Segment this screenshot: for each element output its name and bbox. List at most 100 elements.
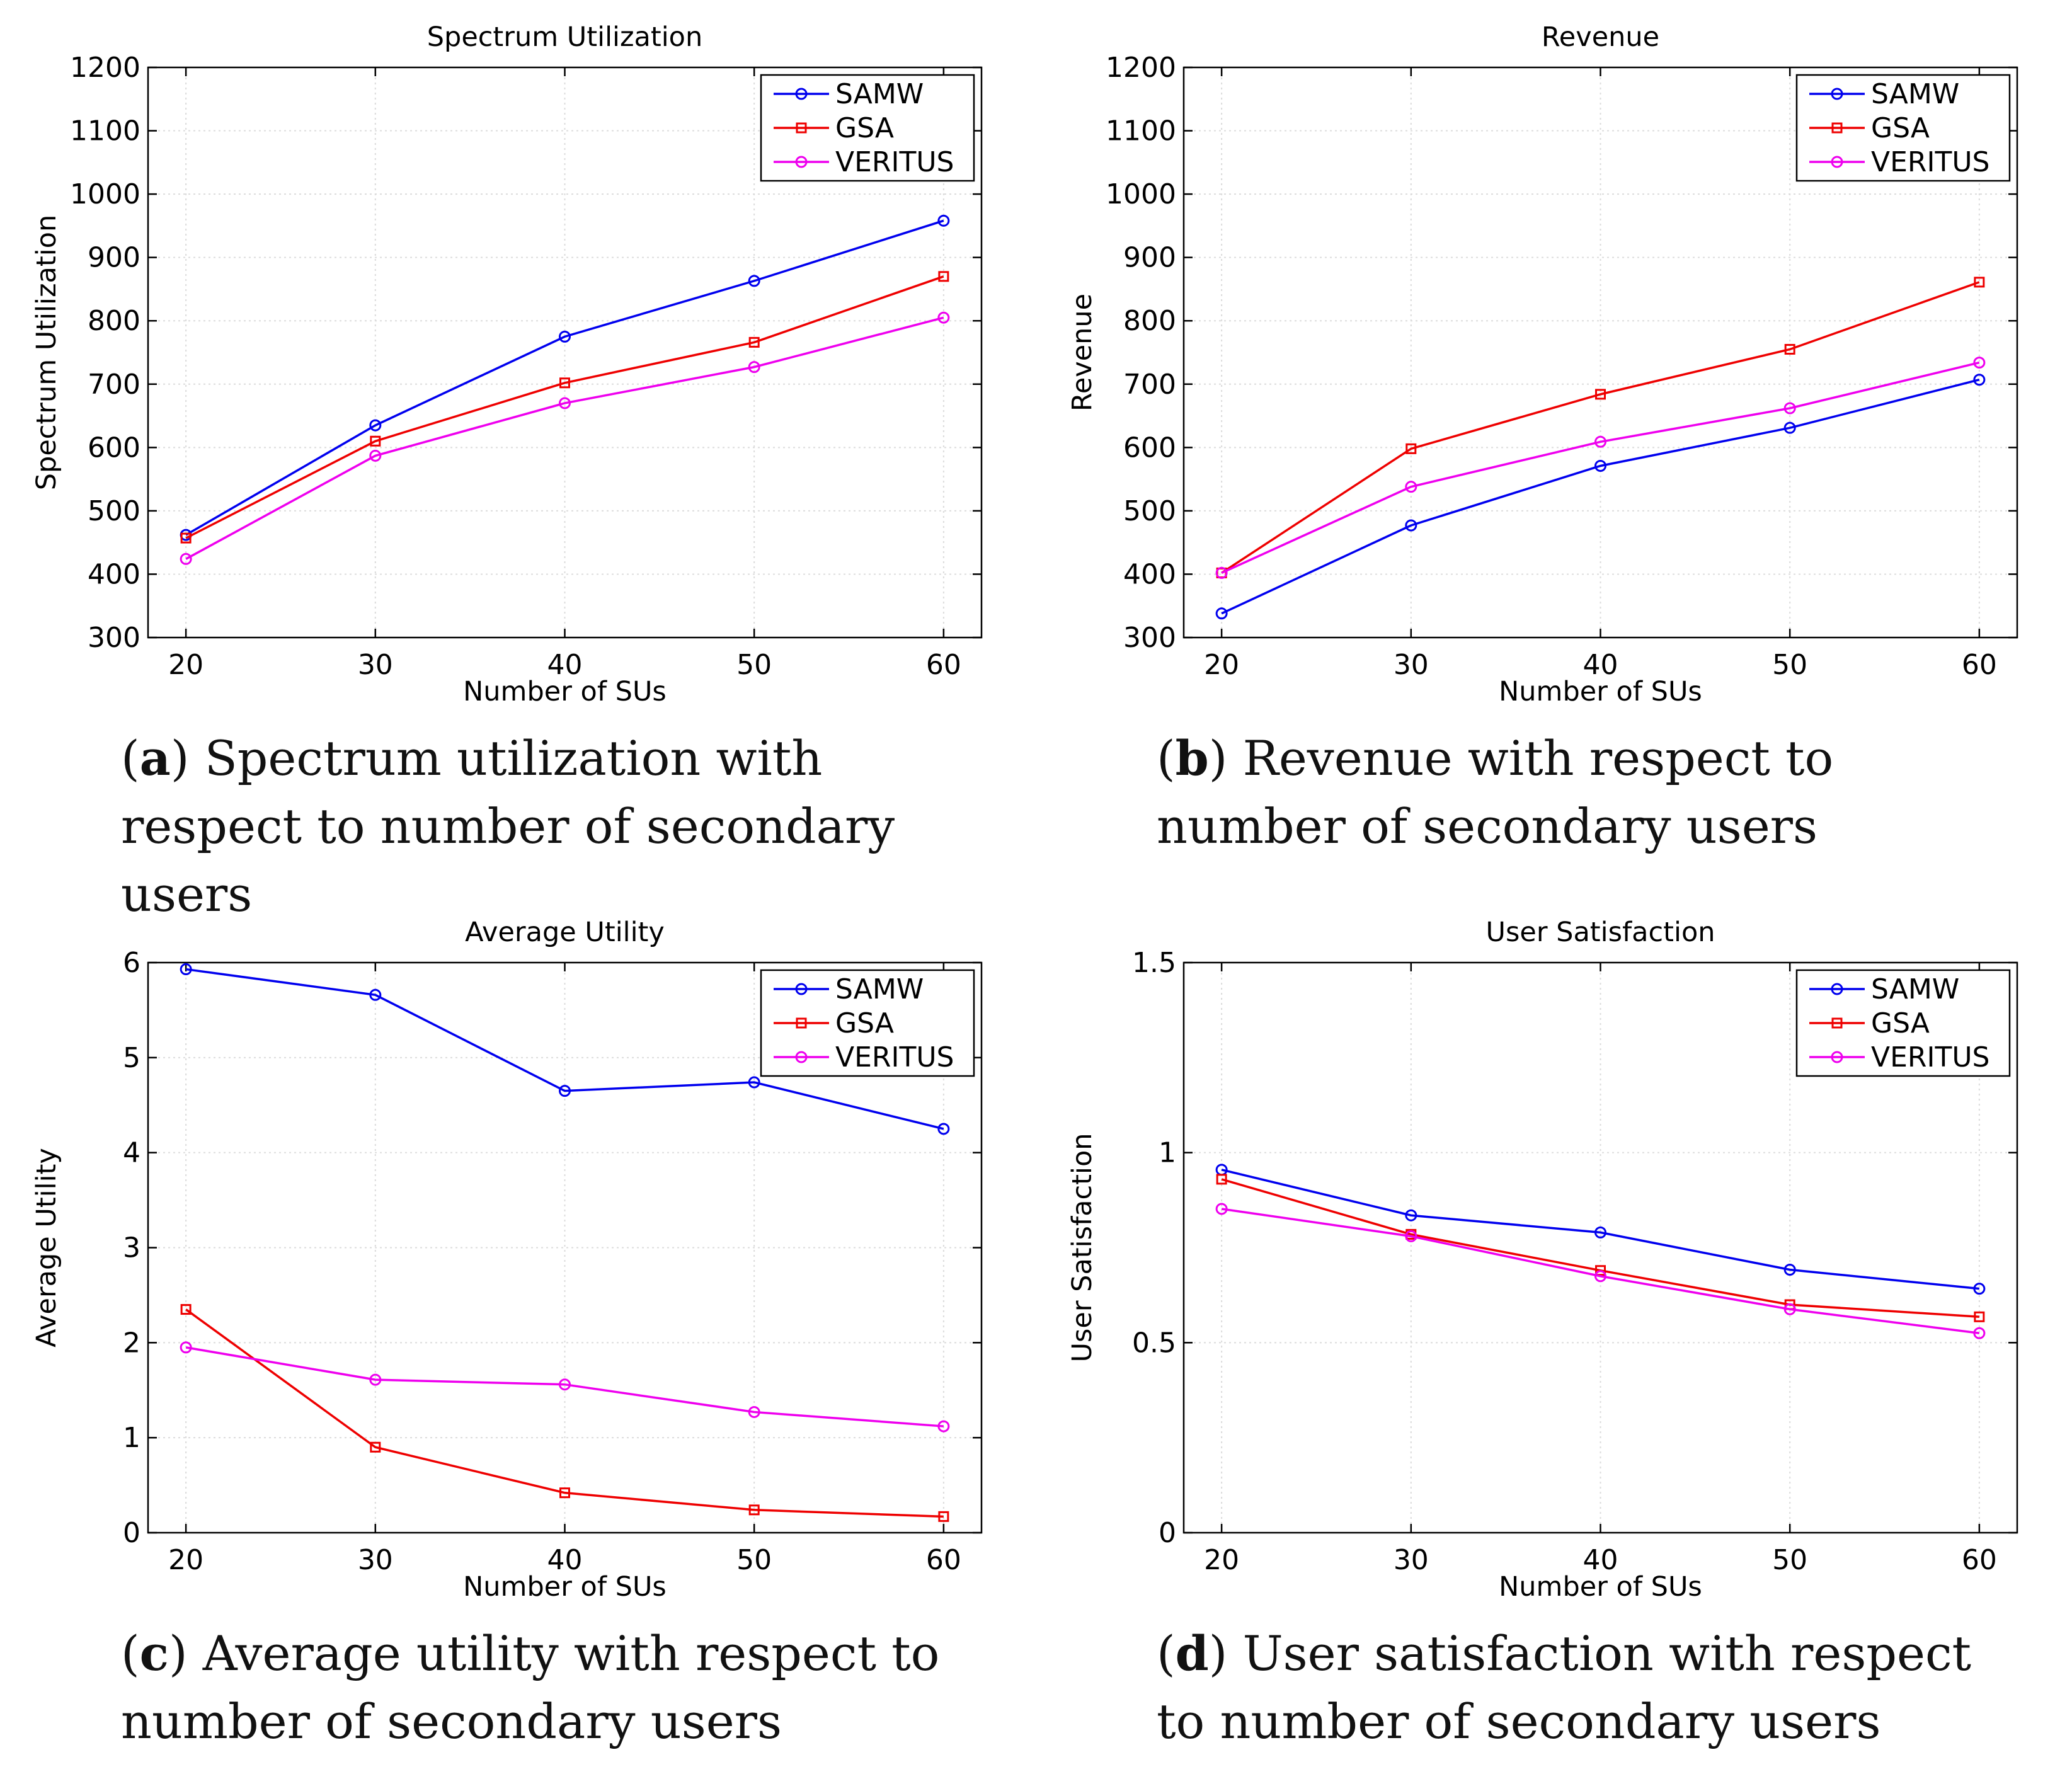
data-point-samw [559, 330, 571, 343]
legend-marker-gsa [1831, 122, 1843, 134]
data-point-gsa [1595, 1265, 1606, 1276]
series-line-samw [1221, 379, 1980, 615]
data-point-gsa [1595, 389, 1606, 400]
data-point-veritus [1405, 1230, 1417, 1242]
data-point-samw [1783, 421, 1796, 434]
y-tick-label: 1 [123, 1422, 140, 1454]
caption-text: Average utility with respect to number o… [121, 1625, 940, 1749]
y-tick-label: 300 [88, 622, 140, 654]
data-point-samw [1973, 1283, 1986, 1295]
series-line-samw [185, 219, 944, 536]
data-point-veritus [1594, 435, 1606, 448]
x-tick-label: 30 [1394, 1544, 1429, 1576]
y-axis-label: Revenue [1067, 294, 1098, 411]
legend-marker-veritus [795, 1051, 808, 1063]
data-point-veritus [1783, 1303, 1796, 1315]
data-point-gsa [1405, 443, 1417, 454]
x-tick-label: 50 [1772, 649, 1807, 681]
data-point-samw [559, 1085, 571, 1097]
chart-panel-average-utility: 20 30 40 50 60 0 1 2 3 4 5 6 Average Utility Number o… [0, 895, 1036, 1790]
caption-letter: a [139, 730, 171, 786]
data-point-samw [937, 1123, 950, 1135]
x-tick-label: 40 [547, 1544, 583, 1576]
legend-label-samw: SAMW [835, 973, 924, 1005]
series-line-samw [185, 968, 944, 1130]
chart-average-utility: 20 30 40 50 60 0 1 2 3 4 5 6 Average Utility Number o… [31, 917, 983, 1603]
x-tick-label: 60 [1962, 1544, 1997, 1576]
data-point-gsa [370, 435, 381, 447]
data-point-samw [1405, 519, 1417, 532]
data-point-gsa [1216, 1174, 1227, 1185]
legend-marker-veritus [1831, 1051, 1843, 1063]
y-tick-label: 1100 [70, 115, 140, 147]
data-point-samw [369, 419, 382, 432]
chart-title: User Satisfaction [1485, 917, 1715, 948]
data-point-veritus [937, 311, 950, 324]
x-tick-label: 40 [1583, 1544, 1618, 1576]
chart-title: Revenue [1542, 21, 1659, 53]
x-tick-label: 20 [168, 1544, 203, 1576]
legend-label-gsa: GSA [835, 112, 894, 144]
y-tick-label: 1100 [1106, 115, 1176, 147]
y-tick-label: 900 [1123, 242, 1176, 274]
y-tick-label: 300 [1123, 622, 1176, 654]
data-point-gsa [748, 336, 760, 348]
legend-marker-veritus [1831, 156, 1843, 168]
data-point-veritus [1973, 357, 1986, 369]
data-point-gsa [559, 377, 570, 389]
x-tick-label: 20 [1204, 649, 1239, 681]
x-axis-label: Number of SUs [1499, 1571, 1702, 1603]
x-tick-label: 50 [1772, 1544, 1807, 1576]
legend-marker-gsa [1831, 1017, 1843, 1029]
y-tick-label: 700 [1123, 369, 1176, 401]
y-tick-label: 1200 [1106, 52, 1176, 84]
y-tick-label: 500 [1123, 495, 1176, 527]
data-point-gsa [938, 1511, 949, 1522]
x-tick-label: 30 [1394, 649, 1429, 681]
legend-label-veritus: VERITUS [1871, 1041, 1989, 1073]
caption: (b) Revenue with respect to number of se… [1157, 730, 1834, 854]
data-point-gsa [748, 1504, 760, 1516]
chart-title: Spectrum Utilization [427, 21, 703, 53]
data-point-veritus [1215, 1203, 1228, 1215]
data-point-veritus [1215, 566, 1228, 579]
series-line-veritus [1221, 361, 1980, 575]
x-tick-label: 40 [1583, 649, 1618, 681]
y-tick-label: 0 [1159, 1517, 1176, 1549]
data-point-samw [1215, 607, 1228, 620]
data-point-veritus [1405, 481, 1417, 493]
data-point-samw [1594, 459, 1606, 472]
caption-letter: c [139, 1625, 169, 1681]
data-point-samw [1973, 374, 1986, 386]
data-point-samw [1783, 1263, 1796, 1276]
y-tick-label: 0.5 [1132, 1327, 1176, 1359]
y-tick-label: 1000 [70, 178, 140, 210]
y-tick-label: 1000 [1106, 178, 1176, 210]
data-point-samw [369, 988, 382, 1001]
data-point-gsa [1784, 343, 1795, 355]
data-point-gsa [370, 1441, 381, 1453]
legend-label-veritus: VERITUS [835, 1041, 954, 1073]
y-tick-label: 2 [123, 1327, 140, 1359]
caption: (a) Spectrum utilization with respect to… [121, 730, 895, 922]
chart-panel-spectrum-utilization: 20 30 40 50 60 300 400 500 600 700 800 900 1000 1100 1… [0, 0, 1036, 922]
legend-label-veritus: VERITUS [835, 146, 954, 178]
x-axis-label: Number of SUs [1499, 676, 1702, 707]
legend-marker-gsa [796, 122, 807, 134]
legend-marker-gsa [796, 1017, 807, 1029]
legend-label-gsa: GSA [835, 1007, 894, 1039]
y-tick-label: 3 [123, 1232, 140, 1264]
data-point-veritus [748, 361, 760, 374]
legend-marker-samw [1831, 88, 1843, 100]
data-point-veritus [559, 397, 571, 409]
caption: (c) Average utility with respect to numb… [121, 1625, 940, 1749]
chart-panel-user-satisfaction: 20 30 40 50 60 0 0.5 1 1.5 User Satisfaction Numbe… [1036, 895, 2071, 1790]
data-point-veritus [1783, 402, 1796, 415]
data-point-gsa [180, 532, 192, 544]
series-line-veritus [1221, 1208, 1980, 1334]
data-point-veritus [559, 1378, 571, 1391]
y-tick-label: 600 [1123, 432, 1176, 464]
caption: (d) User satisfaction with respect to nu… [1157, 1625, 1972, 1749]
legend-marker-samw [795, 88, 808, 100]
data-point-gsa [180, 1304, 192, 1315]
